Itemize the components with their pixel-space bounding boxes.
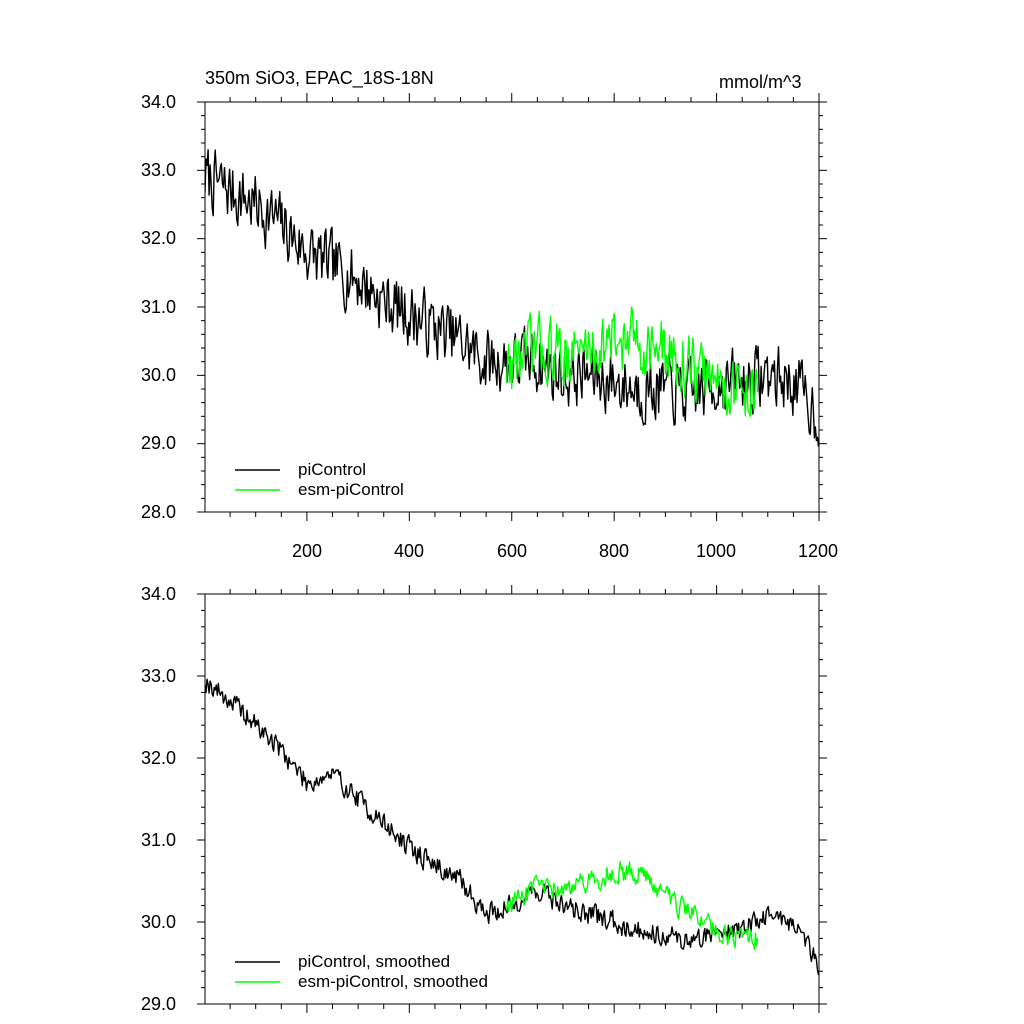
y-tick-label: 29.0: [140, 994, 176, 1014]
x-tick-label: 1200: [797, 541, 839, 561]
bottom-plot-frame: [204, 593, 820, 1005]
x-tick-label: 200: [291, 541, 323, 561]
y-tick-label: 34.0: [140, 584, 176, 604]
x-tick-label: 600: [496, 541, 528, 561]
y-tick-label: 31.0: [140, 830, 176, 850]
y-tick-label: 33.0: [140, 666, 176, 686]
x-tick-label: 800: [598, 541, 630, 561]
y-tick-label: 29.0: [140, 433, 176, 453]
chart-title: 350m SiO3, EPAC_18S-18N: [205, 68, 434, 88]
series-line-picontrol-smoothed: [205, 678, 819, 976]
legend-label-picontrol-smoothed: piControl, smoothed: [298, 952, 451, 971]
y-tick-label: 32.0: [140, 748, 176, 768]
top-panel: [197, 93, 827, 521]
y-tick-label: 28.0: [140, 502, 176, 522]
bottom-panel: [197, 585, 827, 1013]
units-label: mmol/m^3: [719, 72, 802, 92]
top-plot-frame: [204, 101, 820, 513]
series-line-esm-picontrol-smoothed: [505, 860, 759, 951]
y-tick-label: 32.0: [140, 228, 176, 248]
x-tick-label: 1000: [695, 541, 737, 561]
y-tick-label: 30.0: [140, 912, 176, 932]
legend-label-esm-picontrol-smoothed: esm-piControl, smoothed: [298, 972, 488, 991]
y-tick-label: 30.0: [140, 365, 176, 385]
legend-label-picontrol: piControl: [298, 460, 367, 479]
x-tick-label: 400: [393, 541, 425, 561]
legend-label-esm-picontrol: esm-piControl: [298, 480, 404, 499]
y-tick-label: 34.0: [140, 92, 176, 112]
series-line-esm-picontrol: [505, 306, 759, 418]
y-tick-label: 31.0: [140, 297, 176, 317]
y-tick-label: 33.0: [140, 160, 176, 180]
